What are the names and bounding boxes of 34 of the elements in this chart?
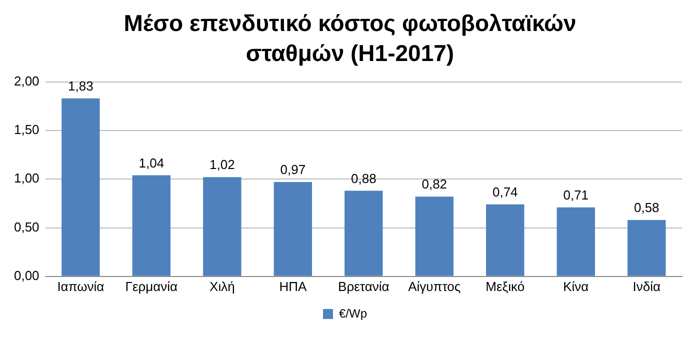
bar bbox=[274, 182, 312, 276]
data-label: 1,04 bbox=[138, 155, 164, 170]
y-tick-label: 1,50 bbox=[14, 122, 40, 138]
x-tick-label: Βρετανία bbox=[338, 278, 390, 294]
y-tick-label: 1,00 bbox=[14, 170, 40, 186]
x-tick-label: Χιλή bbox=[210, 278, 235, 294]
x-tick-label: Κίνα bbox=[563, 278, 590, 294]
data-label: 1,02 bbox=[210, 157, 235, 172]
bar bbox=[62, 98, 100, 276]
x-tick-label: Μεξικό bbox=[486, 278, 525, 294]
bar bbox=[628, 220, 666, 276]
chart-title: Μέσο επενδυτικό κόστος φωτοβολταϊκών σταθμών (H1-2017) bbox=[122, 9, 578, 68]
x-tick-label: Αίγυπτος bbox=[408, 278, 461, 294]
bar bbox=[132, 175, 171, 276]
data-label: 0,97 bbox=[280, 162, 306, 178]
x-tick-label: Ιαπωνία bbox=[57, 278, 105, 294]
x-tick-label: ΗΠΑ bbox=[279, 278, 307, 294]
bar bbox=[344, 190, 383, 276]
data-label: 0,88 bbox=[350, 170, 376, 186]
bar bbox=[486, 204, 524, 276]
data-label: 1,83 bbox=[68, 78, 94, 94]
legend-label: €/Wp bbox=[338, 306, 368, 320]
x-tick-label: Γερμανία bbox=[125, 278, 178, 294]
bar bbox=[556, 207, 595, 276]
y-tick-label: 2,00 bbox=[14, 73, 40, 88]
bar bbox=[203, 177, 242, 276]
data-label: 0,58 bbox=[634, 200, 660, 216]
data-label: 0,82 bbox=[422, 176, 448, 192]
data-label: 0,71 bbox=[563, 187, 589, 202]
y-tick-label: 0,50 bbox=[14, 219, 40, 234]
x-tick-label: Ινδία bbox=[632, 278, 661, 294]
y-tick-label: 0,00 bbox=[14, 268, 40, 283]
data-label: 0,74 bbox=[492, 184, 518, 200]
bar bbox=[415, 196, 454, 276]
